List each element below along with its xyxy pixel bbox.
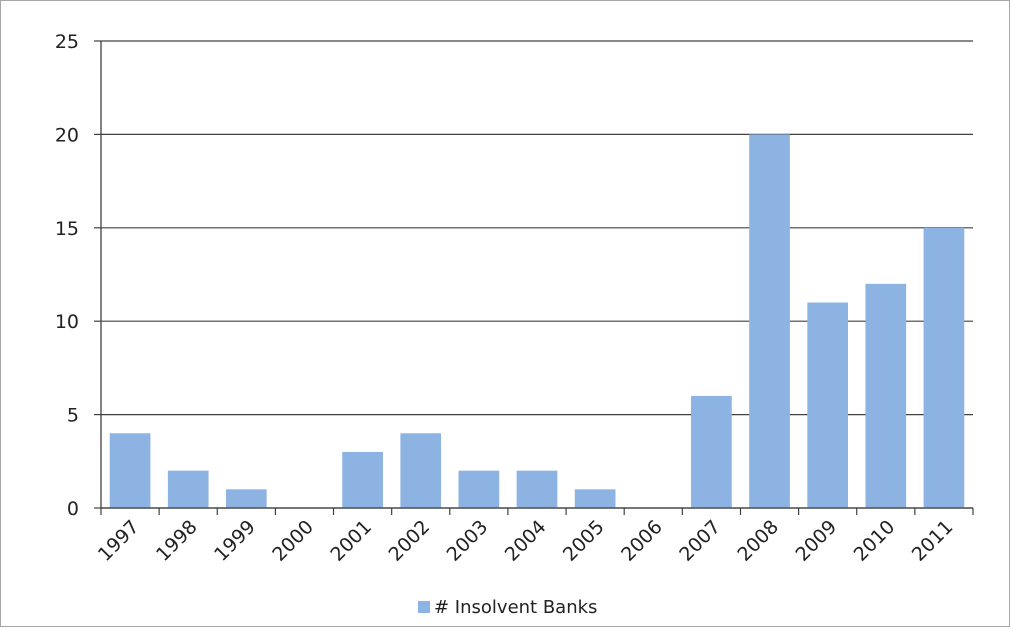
y-tick-label: 20	[55, 124, 79, 146]
x-tick-label: 1998	[152, 516, 202, 566]
x-tick-label: 1999	[210, 516, 260, 566]
x-tick-label: 2007	[675, 516, 725, 566]
x-tick-label: 2002	[385, 516, 435, 566]
bar-2003	[458, 470, 500, 508]
bar-1997	[109, 433, 151, 508]
bar-2007	[691, 395, 732, 508]
x-tick-label: 2010	[850, 516, 900, 566]
bar-1999	[225, 489, 267, 508]
bar-2002	[400, 433, 442, 508]
bars	[109, 134, 965, 509]
gridlines	[94, 40, 973, 509]
x-tick-label: 2005	[559, 516, 609, 566]
y-tick-label: 15	[55, 218, 79, 240]
legend-swatch	[418, 601, 430, 613]
x-tick-label: 2008	[733, 516, 783, 566]
x-tick-label: 2011	[908, 516, 958, 566]
x-tick-label: 2006	[617, 516, 667, 566]
legend-label: # Insolvent Banks	[434, 597, 597, 618]
y-tick-label: 25	[55, 31, 79, 53]
x-tick-label: 2001	[326, 516, 376, 566]
x-tick-label: 2003	[443, 516, 493, 566]
bar-2001	[342, 451, 383, 508]
y-tick-label: 0	[67, 498, 79, 520]
axes	[100, 41, 974, 515]
x-tick-label: 1997	[94, 516, 144, 566]
bar-2010	[865, 283, 907, 508]
y-tick-label: 10	[55, 311, 79, 333]
bar-1998	[167, 470, 209, 508]
y-tick-labels: 0 5 10 15 20 25	[55, 31, 79, 520]
bar-2011	[923, 227, 965, 509]
bar-2009	[807, 302, 849, 508]
x-tick-label: 2009	[791, 516, 841, 566]
x-tick-label: 2004	[501, 516, 551, 566]
bar-2008	[749, 134, 790, 508]
legend: # Insolvent Banks	[418, 597, 597, 618]
x-tick-labels: 1997 1998 1999 2000 2001 2002 2003 2004 2005 2006…	[94, 516, 958, 566]
y-tick-label: 5	[67, 405, 79, 427]
x-tick-label: 2000	[268, 516, 318, 566]
bar-2005	[574, 489, 616, 508]
bar-2004	[516, 470, 558, 508]
